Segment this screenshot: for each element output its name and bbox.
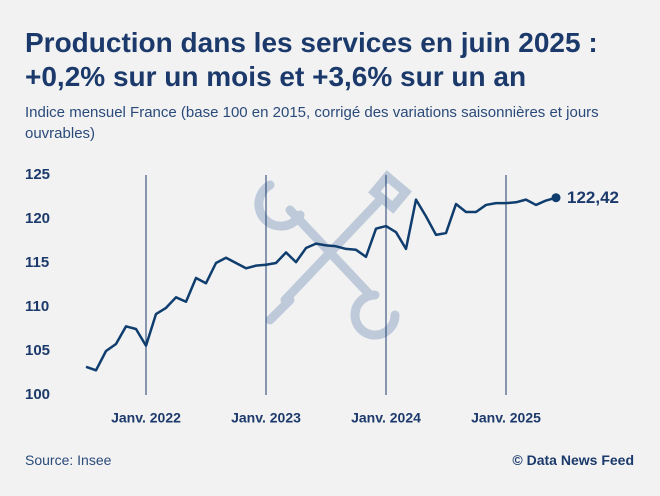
y-tick-label: 105 (25, 342, 50, 359)
tools-icon (254, 170, 412, 340)
x-tick-label: Janv. 2022 (111, 410, 181, 426)
end-point (551, 193, 561, 203)
source: Source: Insee (25, 452, 112, 468)
x-tick-label: Janv. 2024 (351, 410, 421, 426)
y-tick-label: 110 (25, 298, 49, 315)
line (85, 196, 557, 372)
y-tick-label: 115 (25, 254, 49, 271)
y-tick-label: 120 (25, 210, 50, 227)
x-tick-label: Janv. 2025 (471, 410, 541, 426)
y-tick-label: 125 (25, 166, 50, 183)
subtitle: Indice mensuel France (base 100 en 2015,… (25, 104, 599, 142)
value-label: 122,42 (567, 188, 619, 207)
y-tick-label: 100 (25, 386, 50, 403)
title: Production dans les services en juin 202… (25, 27, 598, 92)
x-tick-label: Janv. 2023 (231, 410, 301, 426)
credit: © Data News Feed (512, 452, 634, 468)
